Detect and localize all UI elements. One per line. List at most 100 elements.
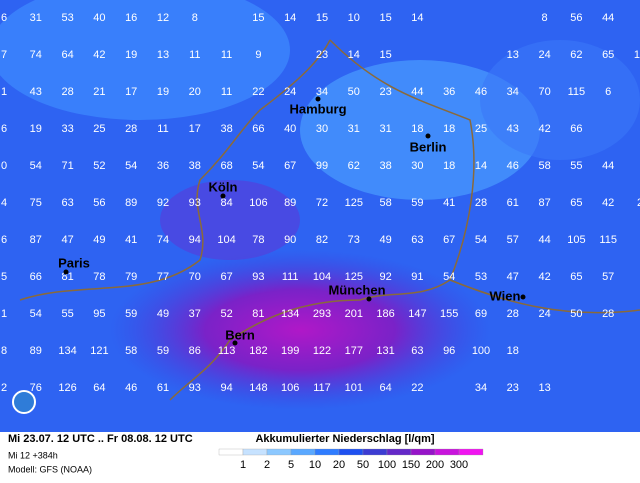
value-label: 17 <box>189 123 201 135</box>
city-label: Wien <box>490 288 521 303</box>
value-label: 14 <box>411 12 423 24</box>
value-label: 72 <box>316 197 328 209</box>
city-dot <box>315 96 321 102</box>
value-label: 52 <box>220 308 232 320</box>
value-label: 122 <box>313 345 331 357</box>
value-label: 34 <box>507 86 519 98</box>
city-dot <box>425 133 431 139</box>
value-label: 105 <box>567 234 585 246</box>
value-label: 113 <box>218 345 236 357</box>
legend-swatch <box>386 448 412 456</box>
value-label: 8 <box>192 12 198 24</box>
value-label: 50 <box>570 308 582 320</box>
value-label: 41 <box>443 197 455 209</box>
value-label: 2 <box>1 382 7 394</box>
value-label: 4 <box>1 197 7 209</box>
value-label: 15 <box>316 12 328 24</box>
value-label: 5 <box>1 271 7 283</box>
value-label: 62 <box>348 160 360 172</box>
value-label: 111 <box>282 271 299 283</box>
value-label: 42 <box>538 271 550 283</box>
city-dot <box>232 340 238 346</box>
value-label: 9 <box>255 49 261 61</box>
value-label: 6 <box>1 123 7 135</box>
value-label: 23 <box>379 86 391 98</box>
value-label: 94 <box>220 382 232 394</box>
value-label: 126 <box>58 382 76 394</box>
legend-swatch <box>242 448 268 456</box>
legend-swatch <box>458 448 484 456</box>
value-label: 66 <box>30 271 42 283</box>
value-label: 106 <box>281 382 299 394</box>
legend-swatch <box>218 448 244 456</box>
value-label: 11 <box>221 49 232 61</box>
area <box>160 180 300 260</box>
value-label: 6 <box>1 234 7 246</box>
value-label: 46 <box>507 160 519 172</box>
value-label: 59 <box>157 345 169 357</box>
value-label: 104 <box>313 271 331 283</box>
value-label: 31 <box>30 12 42 24</box>
value-label: 34 <box>316 86 328 98</box>
city-label: Köln <box>209 179 238 194</box>
value-label: 13 <box>538 382 550 394</box>
value-label: 201 <box>345 308 363 320</box>
value-label: 61 <box>157 382 169 394</box>
value-label: 93 <box>252 271 264 283</box>
value-label: 21 <box>93 86 105 98</box>
value-label: 44 <box>602 160 614 172</box>
value-label: 65 <box>570 271 582 283</box>
value-label: 66 <box>252 123 264 135</box>
value-label: 182 <box>249 345 267 357</box>
value-label: 36 <box>443 86 455 98</box>
value-label: 89 <box>284 197 296 209</box>
value-label: 6 <box>1 12 7 24</box>
legend-tick-label: 200 <box>426 459 444 471</box>
value-label: 10 <box>634 49 640 61</box>
value-label: 65 <box>570 197 582 209</box>
value-label: 50 <box>348 86 360 98</box>
value-label: 6 <box>605 86 611 98</box>
value-label: 52 <box>93 160 105 172</box>
value-label: 14 <box>475 160 487 172</box>
value-label: 30 <box>411 160 423 172</box>
legend-swatch <box>314 448 340 456</box>
value-label: 18 <box>507 345 519 357</box>
value-label: 125 <box>345 271 363 283</box>
value-label: 106 <box>249 197 267 209</box>
value-label: 70 <box>189 271 201 283</box>
value-label: 33 <box>61 123 73 135</box>
value-label: 40 <box>284 123 296 135</box>
value-label: 101 <box>345 382 363 394</box>
model: Modell: GFS (NOAA) <box>8 464 92 474</box>
value-label: 19 <box>157 86 169 98</box>
value-label: 49 <box>157 308 169 320</box>
value-label: 186 <box>376 308 394 320</box>
legend-tick-label: 20 <box>333 459 345 471</box>
value-label: 36 <box>157 160 169 172</box>
value-label: 24 <box>538 49 550 61</box>
city-dot <box>220 193 226 199</box>
value-label: 49 <box>93 234 105 246</box>
value-label: 42 <box>602 197 614 209</box>
value-label: 66 <box>570 123 582 135</box>
value-label: 82 <box>316 234 328 246</box>
value-label: 293 <box>313 308 331 320</box>
value-label: 8 <box>542 12 548 24</box>
value-label: 199 <box>281 345 299 357</box>
value-label: 31 <box>379 123 391 135</box>
legend-swatch <box>266 448 292 456</box>
value-label: 1 <box>1 86 7 98</box>
value-label: 15 <box>379 49 391 61</box>
value-label: 43 <box>30 86 42 98</box>
value-label: 0 <box>1 160 7 172</box>
value-label: 47 <box>61 234 73 246</box>
value-label: 38 <box>220 123 232 135</box>
value-label: 2 <box>637 197 640 209</box>
value-label: 46 <box>475 86 487 98</box>
value-label: 22 <box>252 86 264 98</box>
period: Mi 23.07. 12 UTC .. Fr 08.08. 12 UTC <box>8 433 193 445</box>
value-label: 16 <box>125 12 137 24</box>
area <box>480 40 640 160</box>
value-label: 28 <box>125 123 137 135</box>
